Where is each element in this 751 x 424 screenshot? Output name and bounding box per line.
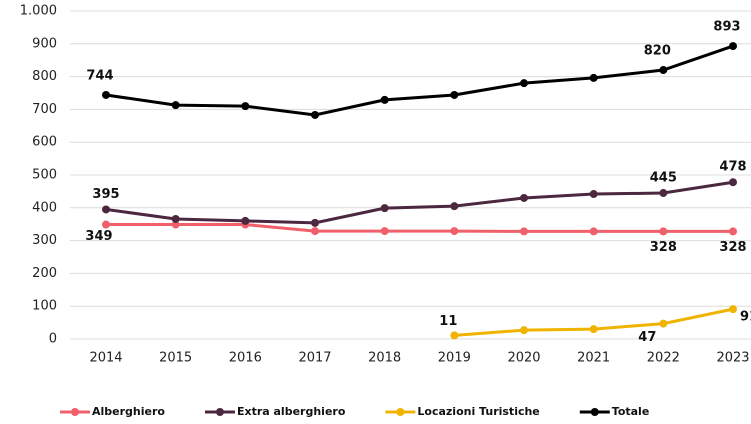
y-tick-label: 1.000 — [20, 4, 57, 19]
value-label: 445 — [650, 171, 677, 186]
point — [589, 73, 598, 82]
point — [729, 305, 737, 314]
point — [659, 227, 668, 236]
legend-label: Totale — [612, 405, 650, 418]
series-line — [105, 180, 734, 225]
point — [380, 95, 389, 104]
point — [520, 227, 528, 236]
value-label: 91 — [740, 310, 751, 325]
point — [241, 216, 250, 225]
x-tick-label: 2016 — [229, 351, 262, 366]
point — [171, 220, 180, 229]
legend-label: Alberghiero — [92, 405, 165, 418]
x-tick-label: 2021 — [577, 351, 610, 366]
point — [729, 178, 737, 187]
point — [589, 190, 598, 199]
point — [102, 220, 110, 229]
point — [729, 42, 737, 51]
value-label: 744 — [86, 68, 113, 83]
y-tick-label: 700 — [32, 102, 57, 117]
legend-label: Extra alberghiero — [237, 405, 346, 418]
legend-dot — [396, 408, 405, 416]
y-tick-label: 300 — [32, 233, 57, 248]
point — [311, 110, 319, 119]
value-label: 328 — [650, 240, 677, 255]
x-tick-label: 2018 — [368, 351, 401, 366]
x-tick-label: 2022 — [647, 351, 680, 366]
point — [380, 227, 389, 236]
point — [450, 90, 459, 99]
y-tick-label: 400 — [32, 200, 57, 215]
point — [520, 326, 528, 335]
x-tick-label: 2019 — [438, 351, 471, 366]
value-label: 349 — [85, 229, 112, 244]
y-tick-label: 900 — [32, 36, 57, 51]
value-label: 47 — [638, 330, 656, 345]
x-tick-label: 2015 — [159, 351, 192, 366]
point — [380, 204, 389, 213]
point — [659, 189, 668, 198]
value-label: 395 — [92, 187, 119, 202]
y-tick-label: 800 — [32, 69, 57, 84]
value-label: 11 — [439, 314, 457, 329]
series-line — [105, 44, 734, 117]
x-tick-label: 2023 — [716, 351, 749, 366]
point — [171, 101, 180, 110]
point — [450, 227, 459, 236]
point — [102, 90, 110, 99]
y-tick-label: 500 — [32, 168, 57, 183]
point — [450, 202, 459, 211]
series-line — [106, 223, 733, 233]
legend-dot — [215, 408, 224, 416]
point — [520, 193, 528, 202]
point — [171, 214, 180, 223]
point — [311, 218, 319, 227]
value-label: 478 — [719, 160, 746, 175]
point — [102, 205, 110, 214]
y-tick-label: 100 — [32, 299, 57, 314]
y-tick-label: 0 — [49, 332, 57, 347]
x-tick-label: 2014 — [89, 351, 122, 366]
x-tick-label: 2017 — [298, 351, 331, 366]
x-tick-label: 2020 — [507, 351, 540, 366]
point — [311, 227, 319, 236]
legend-dot — [71, 408, 79, 416]
y-tick-label: 600 — [32, 135, 57, 150]
legend-dot — [590, 408, 599, 416]
point — [729, 227, 737, 236]
value-label: 820 — [644, 44, 671, 59]
point — [450, 331, 459, 340]
legend-label: Locazioni Turistiche — [417, 405, 539, 418]
value-label: 328 — [719, 240, 746, 255]
y-tick-label: 200 — [32, 266, 57, 281]
point — [589, 227, 598, 236]
point — [520, 79, 528, 88]
point — [659, 319, 668, 328]
value-label: 893 — [713, 20, 740, 35]
point — [659, 66, 668, 75]
point — [589, 325, 598, 334]
point — [241, 102, 250, 111]
